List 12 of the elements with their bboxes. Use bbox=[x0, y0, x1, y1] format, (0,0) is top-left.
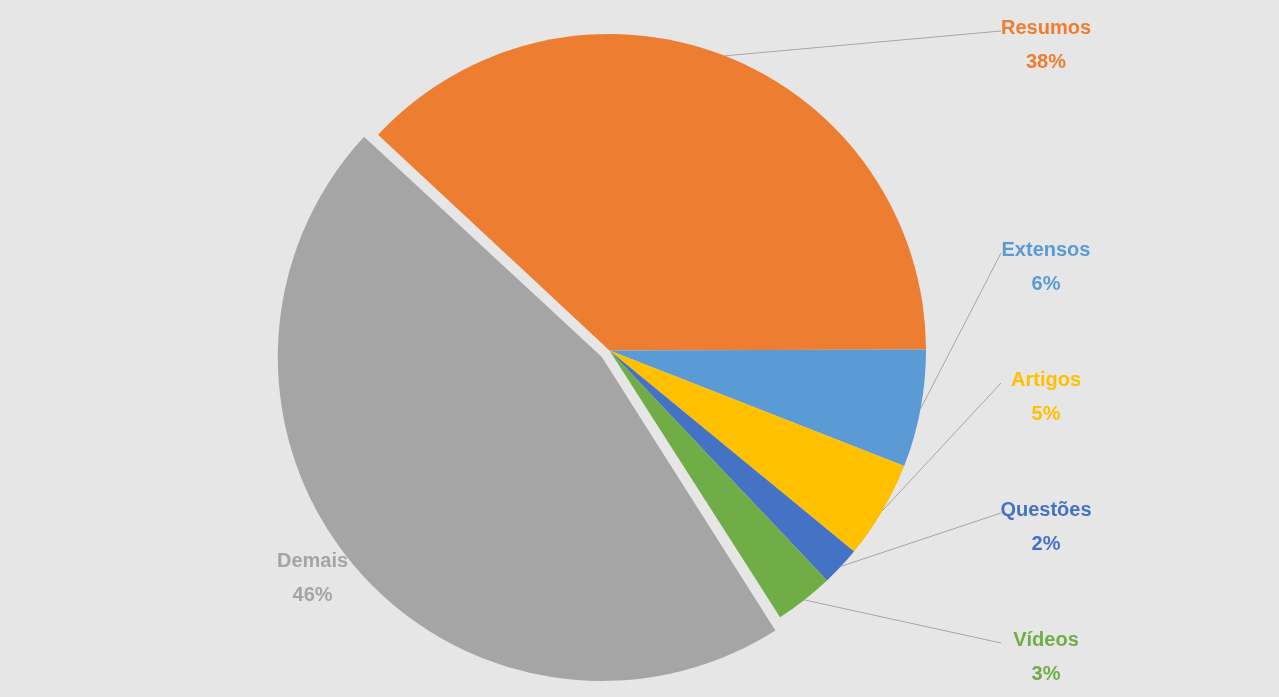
data-label: 5% bbox=[1031, 401, 1061, 424]
data-label: 38% bbox=[1025, 49, 1067, 72]
slice-label: Demais bbox=[276, 549, 349, 572]
slice-label: Resumos bbox=[1000, 15, 1092, 38]
data-label: 6% bbox=[1031, 271, 1061, 294]
slice-label: Artigos bbox=[1011, 367, 1081, 390]
slice-label: Questões bbox=[1000, 497, 1092, 520]
slice-label: Extensos bbox=[1001, 237, 1091, 260]
data-label: 3% bbox=[1031, 661, 1061, 684]
data-label: 2% bbox=[1031, 531, 1061, 554]
data-label: 46% bbox=[292, 583, 333, 606]
slice-label: Vídeos bbox=[1013, 627, 1079, 650]
